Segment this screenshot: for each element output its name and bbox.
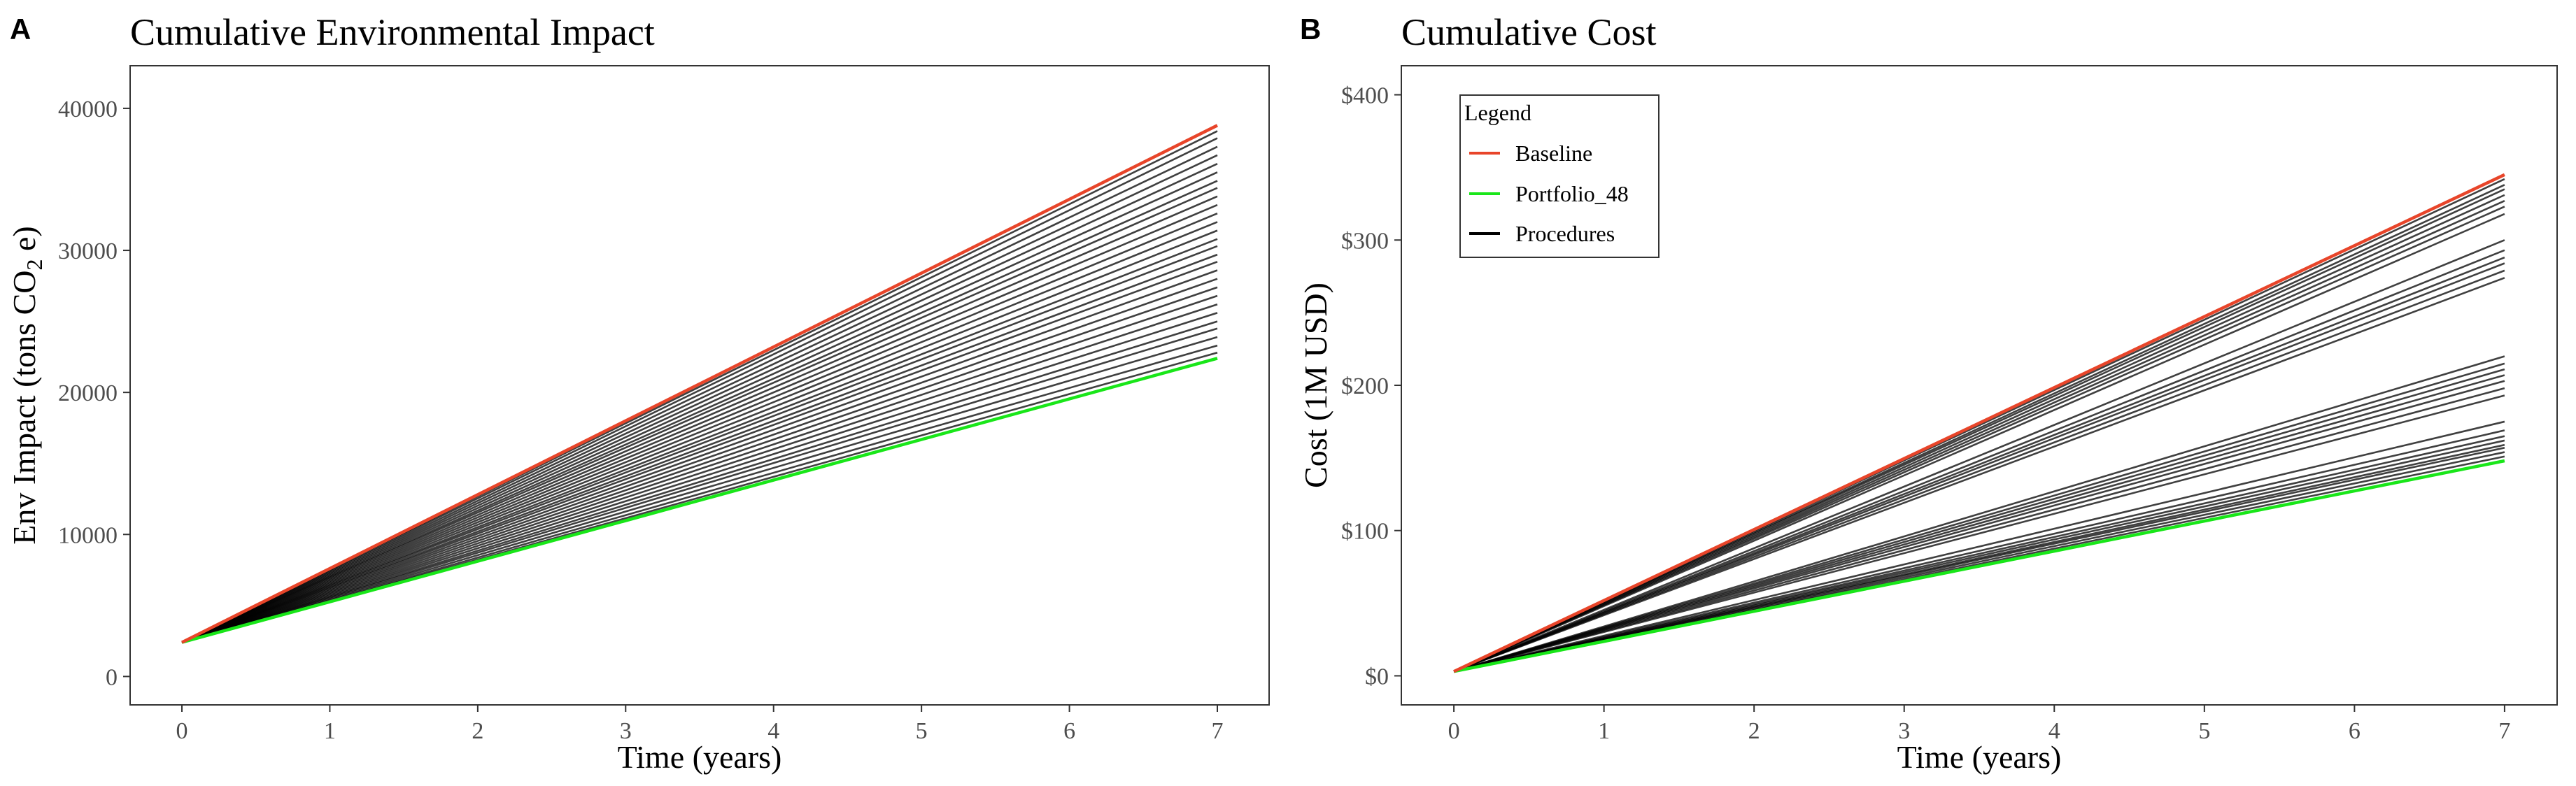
- panel-a-y-label-subscript: 2: [22, 259, 47, 271]
- procedure-line: [181, 162, 1218, 643]
- x-tick-label: 7: [2498, 718, 2510, 744]
- procedure-line: [1453, 374, 2505, 673]
- procedure-line: [1453, 249, 2505, 673]
- procedure-line: [1453, 435, 2505, 673]
- procedure-line: [181, 213, 1218, 643]
- x-tick-label: 0: [176, 718, 188, 744]
- procedure-line: [1453, 239, 2505, 673]
- x-tick-label: 3: [1898, 718, 1910, 744]
- procedure-line: [181, 171, 1218, 643]
- procedure-line: [181, 180, 1218, 643]
- legend-label-baseline: Baseline: [1515, 141, 1592, 166]
- procedure-line: [181, 278, 1218, 643]
- procedure-line: [1453, 355, 2505, 673]
- procedure-line: [181, 269, 1218, 643]
- procedure-line: [1453, 277, 2505, 673]
- y-tick-label: 10000: [58, 522, 118, 548]
- panel-a: A Cumulative Environmental Impact 0 10000…: [6, 11, 1270, 775]
- procedure-line: [1453, 429, 2505, 673]
- y-tick-label: $400: [1341, 83, 1389, 109]
- procedure-line: [1453, 420, 2505, 673]
- x-tick-label: 3: [620, 718, 632, 744]
- legend: Legend Baseline Portfolio_48 Procedures: [1459, 94, 1659, 258]
- procedure-line: [181, 327, 1218, 643]
- procedure-line: [1453, 387, 2505, 673]
- procedure-line: [181, 344, 1218, 643]
- portfolio-48-line: [1453, 459, 2505, 673]
- procedure-line: [181, 286, 1218, 643]
- procedure-line: [1453, 213, 2505, 673]
- procedure-line: [181, 195, 1218, 643]
- procedure-line: [1453, 256, 2505, 673]
- x-tick-label: 5: [916, 718, 928, 744]
- procedure-line: [181, 320, 1218, 643]
- x-tick-label: 4: [767, 718, 779, 744]
- panel-b-y-ticks: $0 $100 $200 $300 $400: [1341, 83, 1401, 689]
- procedure-line: [181, 294, 1218, 643]
- panel-a-lines: [181, 124, 1219, 644]
- panel-b-title: Cumulative Cost: [1401, 11, 1657, 53]
- x-tick-label: 1: [1598, 718, 1610, 744]
- procedure-line: [181, 303, 1218, 643]
- procedure-line: [181, 203, 1218, 643]
- y-tick-label: 0: [106, 664, 118, 690]
- procedure-line: [181, 154, 1218, 643]
- panel-a-y-label-suffix: e): [6, 226, 42, 259]
- panel-a-x-axis-label: Time (years): [618, 739, 782, 775]
- x-tick-label: 5: [2198, 718, 2210, 744]
- panel-b-letter: B: [1300, 13, 1321, 45]
- procedure-line: [181, 145, 1218, 643]
- legend-title: Legend: [1464, 100, 1531, 125]
- procedure-line: [1453, 269, 2505, 673]
- y-tick-label: $0: [1365, 664, 1389, 689]
- procedure-line: [181, 245, 1218, 643]
- panel-a-y-axis-label: Env Impact (tons CO2 e): [6, 226, 47, 544]
- procedure-line: [181, 221, 1218, 643]
- panel-b: B Cumulative Cost $0 $100 $200 $300 $400 0 1 2…: [1298, 11, 2558, 775]
- procedure-line: [181, 238, 1218, 643]
- y-tick-label: 20000: [58, 380, 118, 406]
- x-tick-label: 0: [1448, 718, 1460, 744]
- panel-a-title: Cumulative Environmental Impact: [130, 11, 655, 53]
- procedure-line: [181, 336, 1218, 643]
- baseline-line: [1453, 173, 2505, 673]
- y-tick-label: 30000: [58, 238, 118, 264]
- x-tick-label: 6: [2349, 718, 2361, 744]
- y-tick-label: $100: [1341, 519, 1389, 545]
- panel-a-x-ticks: 0 1 2 3 4 5 6 7: [176, 705, 1224, 744]
- panel-b-x-axis-label: Time (years): [1897, 739, 2062, 775]
- panel-a-y-label-prefix: Env Impact (tons CO: [6, 271, 42, 545]
- procedure-line: [181, 253, 1218, 643]
- legend-label-portfolio: Portfolio_48: [1515, 181, 1629, 206]
- y-tick-label: 40000: [58, 97, 118, 122]
- panel-b-y-axis-label: Cost (1M USD): [1298, 283, 1333, 488]
- panel-a-y-ticks: 0 10000 20000 30000 40000: [58, 97, 130, 690]
- x-tick-label: 7: [1212, 718, 1224, 744]
- procedure-line: [181, 261, 1218, 643]
- legend-label-procedures: Procedures: [1515, 221, 1615, 246]
- procedure-line: [181, 137, 1218, 643]
- x-tick-label: 2: [1748, 718, 1760, 744]
- x-tick-label: 4: [2048, 718, 2060, 744]
- x-tick-label: 1: [324, 718, 336, 744]
- y-tick-label: $200: [1341, 373, 1389, 399]
- procedure-line: [1453, 394, 2505, 673]
- portfolio-48-line: [181, 357, 1218, 644]
- legend-box: [1459, 94, 1659, 258]
- x-tick-label: 2: [472, 718, 483, 744]
- panel-b-x-ticks: 0 1 2 3 4 5 6 7: [1448, 705, 2510, 744]
- x-tick-label: 6: [1063, 718, 1075, 744]
- panel-b-lines: [1453, 173, 2505, 673]
- baseline-line: [181, 124, 1219, 644]
- procedure-line: [181, 312, 1218, 643]
- procedure-line: [1453, 362, 2505, 673]
- y-tick-label: $300: [1341, 228, 1389, 254]
- procedure-line: [1453, 380, 2505, 673]
- procedure-line: [181, 187, 1218, 643]
- procedure-line: [181, 229, 1218, 643]
- procedure-line: [1453, 368, 2505, 673]
- panel-a-letter: A: [10, 13, 31, 45]
